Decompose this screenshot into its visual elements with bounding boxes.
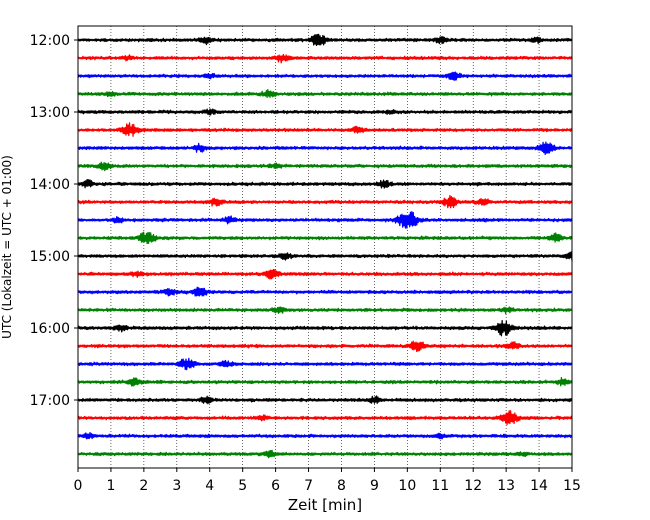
x-tick-label: 4 bbox=[205, 478, 214, 494]
x-tick-label: 2 bbox=[139, 478, 148, 494]
trace-row-23 bbox=[77, 449, 573, 459]
y-axis-ticks: 12:00 13:00 14:00 15:00 16:00 17:00 bbox=[30, 33, 78, 409]
y-tick-label: 15:00 bbox=[30, 249, 70, 265]
trace-row-14 bbox=[77, 286, 573, 297]
x-tick-label: 3 bbox=[172, 478, 181, 494]
trace-row-17 bbox=[77, 340, 573, 353]
x-tick-label: 8 bbox=[337, 478, 346, 494]
y-tick-label: 14:00 bbox=[30, 177, 70, 193]
x-tick-label: 13 bbox=[497, 478, 515, 494]
trace-row-22 bbox=[77, 432, 573, 440]
plot-frame bbox=[77, 25, 573, 469]
y-tick-label: 12:00 bbox=[30, 33, 70, 49]
trace-row-0 bbox=[77, 33, 573, 47]
trace-row-6 bbox=[77, 141, 573, 155]
x-tick-label: 14 bbox=[530, 478, 548, 494]
trace-row-4 bbox=[77, 108, 573, 116]
x-tick-label: 11 bbox=[431, 478, 449, 494]
x-axis-ticks: 0 1 2 3 4 5 6 7 8 9 10 11 12 13 14 15 bbox=[74, 468, 581, 494]
y-axis-label: UTC (Lokalzeit = UTC + 01:00) bbox=[0, 155, 14, 339]
x-tick-label: 10 bbox=[398, 478, 416, 494]
x-tick-label: 12 bbox=[464, 478, 482, 494]
trace-row-15 bbox=[77, 306, 573, 315]
trace-row-3 bbox=[77, 88, 573, 98]
y-tick-label: 13:00 bbox=[30, 105, 70, 121]
trace-row-5 bbox=[77, 122, 573, 137]
trace-row-12 bbox=[77, 251, 573, 261]
trace-row-7 bbox=[77, 161, 573, 172]
x-tick-label: 0 bbox=[74, 478, 83, 494]
trace-row-18 bbox=[77, 357, 573, 371]
trace-row-10 bbox=[77, 211, 573, 229]
x-tick-label: 5 bbox=[238, 478, 247, 494]
x-tick-label: 1 bbox=[106, 478, 115, 494]
x-axis-label: Zeit [min] bbox=[288, 496, 362, 514]
x-tick-label: 7 bbox=[304, 478, 313, 494]
trace-row-9 bbox=[77, 195, 573, 209]
trace-row-21 bbox=[77, 410, 573, 426]
trace-row-11 bbox=[77, 231, 573, 245]
trace-row-13 bbox=[77, 268, 573, 280]
trace-row-2 bbox=[77, 71, 573, 82]
x-tick-label: 6 bbox=[271, 478, 280, 494]
trace-row-8 bbox=[77, 178, 573, 189]
trace-row-16 bbox=[77, 320, 573, 337]
trace-row-20 bbox=[77, 395, 573, 405]
seismic-traces bbox=[77, 33, 573, 459]
trace-row-1 bbox=[77, 53, 573, 64]
x-tick-label: 15 bbox=[563, 478, 581, 494]
trace-row-19 bbox=[77, 376, 573, 387]
y-tick-label: 16:00 bbox=[30, 321, 70, 337]
x-tick-label: 9 bbox=[370, 478, 379, 494]
y-tick-label: 17:00 bbox=[30, 393, 70, 409]
